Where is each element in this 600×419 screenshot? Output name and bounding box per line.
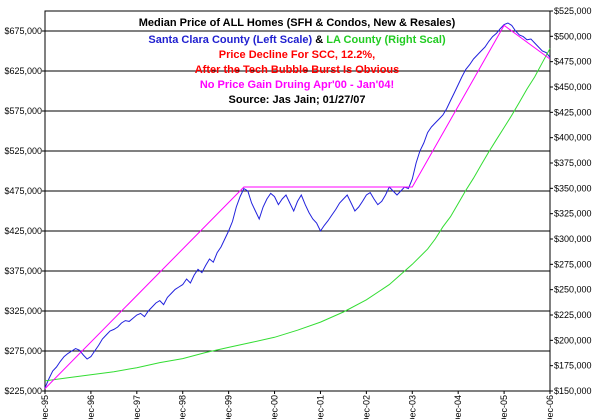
right-tick-label: $150,000	[554, 386, 592, 396]
right-tick-label: $200,000	[554, 335, 592, 345]
left-tick-label: $675,000	[4, 26, 42, 36]
x-tick-label: Dec-05	[499, 395, 509, 419]
annotation-line: No Price Gain Druing Apr'00 - Jan'04!	[200, 79, 394, 91]
right-tick-label: $325,000	[554, 209, 592, 219]
x-axis-ticks: Dec-95 Dec-96 Dec-97 Dec-98 Dec-99 Dec-00 Dec-…	[40, 391, 555, 419]
right-tick-label: $400,000	[554, 133, 592, 143]
series-santa-clara-county-line	[44, 22, 551, 388]
annotation-segment: Source: Jas Jain; 01/27/07	[229, 94, 366, 106]
left-tick-label: $325,000	[4, 306, 42, 316]
left-tick-label: $425,000	[4, 226, 42, 236]
x-tick-label: Dec-99	[224, 395, 234, 419]
x-tick-label: Dec-06	[545, 395, 555, 419]
annotation-segment: No Price Gain Druing Apr'00 - Jan'04!	[200, 79, 394, 91]
x-tick-label: Dec-00	[270, 395, 280, 419]
annotation-segment: &	[312, 34, 326, 46]
right-tick-label: $375,000	[554, 158, 592, 168]
right-tick-label: $525,000	[554, 6, 592, 16]
left-tick-label: $475,000	[4, 186, 42, 196]
chart-annotations: Median Price of ALL Homes (SFH & Condos,…	[139, 17, 456, 106]
left-tick-label: $375,000	[4, 266, 42, 276]
chart-title: Median Price of ALL Homes (SFH & Condos,…	[139, 17, 456, 29]
left-tick-label: $275,000	[4, 346, 42, 356]
right-tick-label: $300,000	[554, 234, 592, 244]
left-tick-label: $575,000	[4, 106, 42, 116]
x-tick-label: Dec-03	[407, 395, 417, 419]
x-tick-label: Dec-96	[86, 395, 96, 419]
right-tick-label: $500,000	[554, 31, 592, 41]
right-tick-label: $450,000	[554, 82, 592, 92]
annotation-segment: LA County (Right Scal)	[326, 34, 446, 46]
left-tick-label: $525,000	[4, 146, 42, 156]
series-layer	[44, 22, 551, 389]
left-tick-label: $625,000	[4, 66, 42, 76]
annotation-segment: Price Decline For SCC, 12.2%,	[219, 49, 376, 61]
right-axis-ticks: $150,000 $175,000 $200,000 $225,000 $250,000…	[550, 6, 592, 396]
right-tick-label: $275,000	[554, 259, 592, 269]
right-tick-label: $225,000	[554, 310, 592, 320]
annotation-line: Price Decline For SCC, 12.2%,	[219, 49, 376, 61]
annotation-line: Source: Jas Jain; 01/27/07	[229, 94, 366, 106]
series-la-county-line	[44, 48, 551, 382]
x-tick-label: Dec-02	[361, 395, 371, 419]
right-tick-label: $350,000	[554, 183, 592, 193]
x-tick-label: Dec-95	[40, 395, 50, 419]
left-tick-label: $225,000	[4, 386, 42, 396]
right-tick-label: $475,000	[554, 57, 592, 67]
x-tick-label: Dec-04	[453, 395, 463, 419]
left-axis-ticks: $225,000 $275,000 $325,000 $375,000 $425,000…	[4, 26, 45, 396]
right-tick-label: $250,000	[554, 285, 592, 295]
annotation-segment: Santa Clara County (Left Scale)	[148, 34, 312, 46]
annotation-segment: After the Tech Bubble Burst Is Obvious	[195, 64, 400, 76]
x-tick-label: Dec-01	[315, 395, 325, 419]
series-trend-line	[44, 24, 551, 389]
x-tick-label: Dec-98	[178, 395, 188, 419]
right-tick-label: $175,000	[554, 361, 592, 371]
x-tick-label: Dec-97	[132, 395, 142, 419]
annotation-line: After the Tech Bubble Burst Is Obvious	[195, 64, 400, 76]
annotation-line: Santa Clara County (Left Scale) & LA Cou…	[148, 34, 446, 46]
right-tick-label: $425,000	[554, 107, 592, 117]
